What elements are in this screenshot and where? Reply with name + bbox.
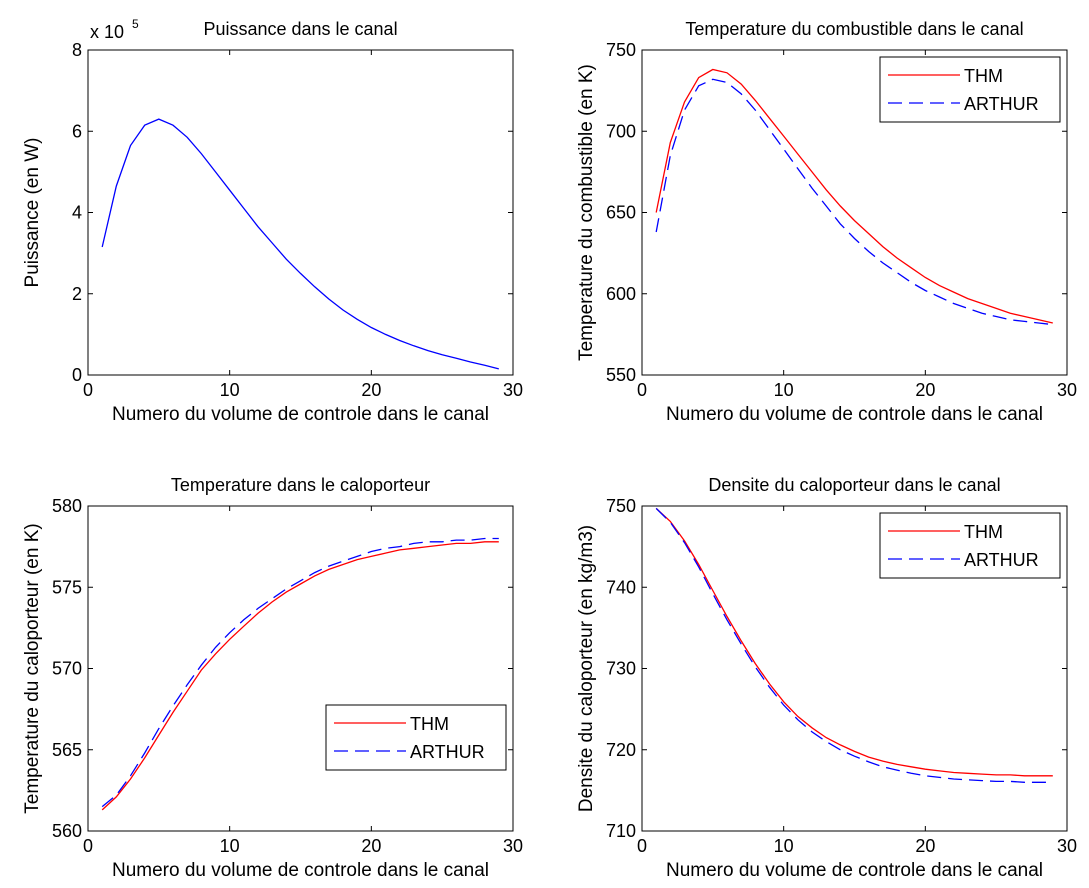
legend-label: ARTHUR: [410, 742, 485, 762]
series-line-power: [101, 118, 499, 370]
legend-label: THM: [964, 66, 1003, 86]
y-axis-label: Densite du caloporteur (en kg/m3): [576, 525, 597, 812]
panel-fuel-temperature: 0 10 20 30 550 600 650 700 750 Temperature du com…: [576, 19, 1077, 425]
legend: THM ARTHUR: [879, 56, 1061, 123]
legend-label: THM: [410, 714, 449, 734]
y-axis-label: Puissance (en W): [22, 138, 43, 288]
y-tick-label: 8: [72, 40, 82, 60]
x-tick-label: 30: [1057, 836, 1077, 856]
y-tick-label: 2: [72, 284, 82, 304]
y-tick-label: 575: [52, 577, 82, 597]
chart-title: Puissance dans le canal: [203, 19, 397, 39]
legend: THM ARTHUR: [879, 512, 1061, 579]
x-tick-label: 0: [83, 380, 93, 400]
y-tick-label: 4: [72, 203, 82, 223]
legend-box: [879, 512, 1061, 579]
x-tick-label: 10: [774, 380, 794, 400]
y-tick-label: 730: [606, 659, 636, 679]
x-tick-label: 30: [1057, 380, 1077, 400]
y-tick-label: 560: [52, 821, 82, 841]
legend: THM ARTHUR: [325, 704, 507, 771]
y-tick-label: 650: [606, 203, 636, 223]
x-tick-label: 10: [220, 836, 240, 856]
x-tick-label: 30: [503, 380, 523, 400]
y-tick-label: 550: [606, 365, 636, 385]
legend-box: [325, 704, 507, 771]
x-tick-label: 20: [915, 380, 935, 400]
x-tick-label: 10: [774, 836, 794, 856]
y-tick-label: 0: [72, 365, 82, 385]
x-tick-label: 20: [361, 380, 381, 400]
axes-frame: [87, 505, 514, 832]
series-line-thm: [101, 541, 499, 811]
x-axis-label: Numero du volume de controle dans le can…: [666, 860, 1043, 881]
series-line-arthur: [655, 507, 1053, 783]
series-line-thm: [655, 507, 1053, 777]
chart-title: Temperature dans le caloporteur: [171, 475, 430, 495]
panel-power: 0 10 20 30 0 2 4 6 8 Puissance dans le canal Numer…: [22, 17, 523, 425]
y-axis-label: Temperature du combustible (en K): [576, 64, 597, 361]
y-tick-label: 740: [606, 577, 636, 597]
series-line-arthur: [655, 78, 1053, 326]
y-axis-label: Temperature du caloporteur (en K): [22, 523, 43, 813]
chart-title: Temperature du combustible dans le canal: [685, 19, 1023, 39]
x-tick-label: 0: [83, 836, 93, 856]
y-tick-label: 565: [52, 740, 82, 760]
x-tick-label: 20: [915, 836, 935, 856]
legend-label: THM: [964, 522, 1003, 542]
chart-title: Densite du caloporteur dans le canal: [708, 475, 1000, 495]
legend-box: [879, 56, 1061, 123]
legend-label: ARTHUR: [964, 550, 1039, 570]
y-tick-label: 600: [606, 284, 636, 304]
x-axis-label: Numero du volume de controle dans le can…: [112, 860, 489, 881]
legend-label: ARTHUR: [964, 94, 1039, 114]
y-tick-label: 700: [606, 121, 636, 141]
axis-multiplier: x 10: [90, 22, 124, 42]
x-tick-label: 30: [503, 836, 523, 856]
y-tick-label: 570: [52, 659, 82, 679]
panel-coolant-density: 0 10 20 30 710 720 730 740 750 Densite du calopor…: [576, 475, 1077, 881]
axis-multiplier-exponent: 5: [132, 17, 139, 31]
series-line-thm: [655, 68, 1053, 324]
x-tick-label: 0: [637, 380, 647, 400]
series-line-arthur: [101, 537, 499, 808]
y-tick-label: 6: [72, 121, 82, 141]
x-tick-label: 10: [220, 380, 240, 400]
panel-coolant-temperature: 0 10 20 30 560 565 570 575 580 Temperature dans l…: [22, 475, 523, 881]
y-tick-label: 750: [606, 496, 636, 516]
y-tick-label: 710: [606, 821, 636, 841]
y-tick-label: 750: [606, 40, 636, 60]
x-axis-label: Numero du volume de controle dans le can…: [112, 404, 489, 425]
y-tick-label: 580: [52, 496, 82, 516]
x-axis-label: Numero du volume de controle dans le can…: [666, 404, 1043, 425]
y-tick-label: 720: [606, 740, 636, 760]
x-tick-label: 20: [361, 836, 381, 856]
x-tick-label: 0: [637, 836, 647, 856]
axes-frame: [87, 49, 514, 376]
